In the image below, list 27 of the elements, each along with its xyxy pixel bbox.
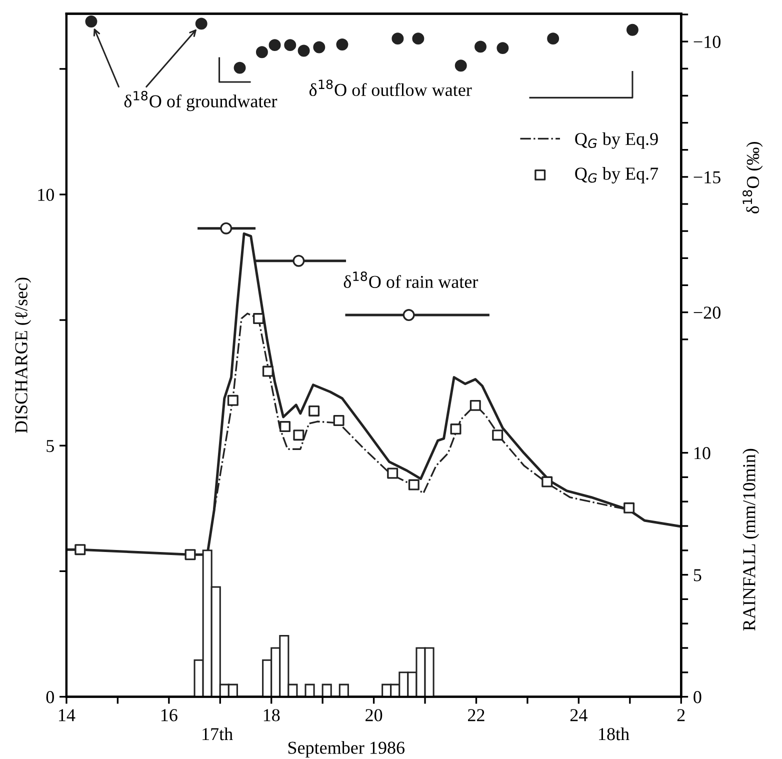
text: δ$^{18}$O of groundwater [124, 90, 278, 112]
series-label: δ$^{18}$O of outflow water [309, 80, 472, 96]
series-label: δ$^{18}$O of rain water [344, 272, 478, 288]
y2-axis-title: δ$^{18}$O (‰) [742, 142, 763, 214]
y2-tick-label: −20 [694, 306, 720, 319]
x-tick-label: 18 [264, 709, 280, 722]
x-tick-label: 14 [59, 709, 76, 722]
x-tick-label: 2 [677, 709, 685, 722]
x-tick-label: 24 [570, 709, 588, 722]
y3-axis-title: RAINFALL (mm/10min) [742, 448, 759, 631]
x-tick-label: 16 [161, 709, 178, 722]
x-axis-title: September 1986 [288, 741, 405, 758]
y-tick-label: 5 [46, 440, 54, 452]
y-tick-label: 0 [46, 691, 54, 704]
y3-tick-label: 0 [694, 691, 702, 704]
text: 18th [599, 728, 630, 740]
legend-label: Q$_{G}$ by Eq.9 [575, 132, 658, 149]
y3-tick-label: 5 [694, 569, 702, 582]
x-tick-label: 20 [366, 709, 382, 722]
y-tick-label: 10 [38, 188, 54, 201]
y2-tick-label: −10 [694, 36, 720, 48]
x-tick-label: 22 [468, 709, 484, 722]
y3-tick-label: 10 [694, 447, 710, 460]
y2-tick-label: −15 [694, 171, 720, 184]
y-axis-title: DISCHARGE (ℓ/sec) [14, 278, 32, 433]
legend-label: Q$_{G}$ by Eq.7 [575, 167, 658, 184]
text: 17th [202, 728, 233, 740]
